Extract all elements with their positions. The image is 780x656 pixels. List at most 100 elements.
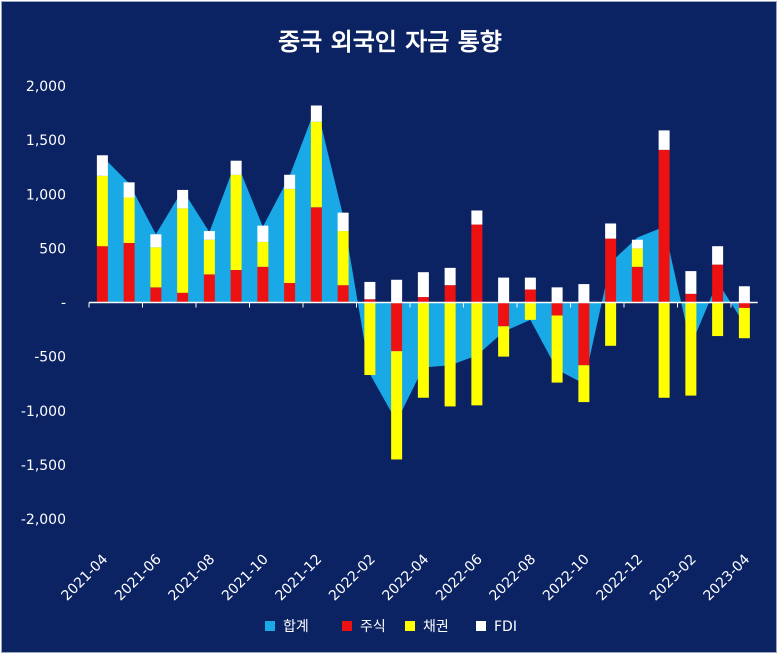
x-tick-label: 2021-12 [273, 552, 326, 605]
y-tick-label: -2,000 [21, 512, 66, 528]
bar-채권-2022-09 [551, 315, 563, 383]
bar-채권-2022-05 [444, 302, 456, 407]
x-tick-label: 2022-08 [487, 552, 540, 605]
y-tick-label: -1,000 [21, 404, 66, 420]
bar-주식-2021-08 [203, 274, 215, 303]
bar-주식-2022-08 [524, 289, 536, 303]
bar-FDI-2023-03 [712, 246, 724, 265]
bar-채권-2021-09 [230, 174, 242, 271]
y-tick-label: - [61, 296, 66, 312]
bar-주식-2021-04 [96, 246, 108, 303]
bar-채권-2022-10 [578, 365, 590, 403]
bar-주식-2022-01 [337, 285, 349, 303]
bar-FDI-2021-11 [284, 174, 296, 189]
bar-FDI-2022-10 [578, 284, 590, 303]
bar-채권-2022-01 [337, 231, 349, 286]
bar-FDI-2022-03 [391, 279, 403, 303]
bar-주식-2021-11 [284, 283, 296, 303]
bar-FDI-2022-07 [498, 277, 510, 303]
chart-title: 중국 외국인 자금 통향 [278, 28, 502, 56]
x-tick-label: 2021-06 [112, 551, 165, 604]
x-tick-label: 2022-10 [540, 552, 593, 605]
bar-주식-2021-06 [150, 287, 162, 303]
bar-채권-2022-08 [524, 302, 536, 320]
bar-주식-2022-02 [364, 299, 376, 303]
bar-주식-2023-01 [658, 149, 670, 303]
bar-채권-2022-03 [391, 351, 403, 460]
bar-FDI-2022-09 [551, 287, 563, 303]
bar-채권-2023-01 [658, 302, 670, 398]
bar-채권-2023-04 [738, 307, 750, 339]
bar-주식-2022-03 [391, 302, 403, 352]
x-tick-label: 2022-12 [594, 552, 647, 605]
bar-채권-2023-02 [685, 302, 697, 396]
bar-주식-2022-05 [444, 285, 456, 303]
bar-FDI-2022-11 [605, 223, 617, 239]
y-tick-label: -500 [34, 350, 66, 366]
x-tick-label: 2023-02 [647, 552, 700, 605]
bar-주식-2023-02 [685, 293, 697, 303]
bar-FDI-2022-04 [417, 272, 429, 298]
bar-채권-2021-11 [284, 188, 296, 284]
bar-FDI-2022-06 [471, 210, 483, 225]
x-tick-label: 2022-02 [326, 552, 379, 605]
bar-채권-2021-04 [96, 175, 108, 247]
bar-FDI-2023-04 [738, 286, 750, 303]
bar-주식-2022-12 [631, 266, 643, 303]
bar-주식-2023-04 [738, 302, 750, 308]
bar-채권-2022-04 [417, 302, 429, 398]
legend-swatch-채권 [405, 621, 415, 631]
bar-채권-2022-06 [471, 302, 483, 406]
legend: 합계 주식 채권 FDI [265, 619, 517, 635]
bar-주식-2022-04 [417, 297, 429, 303]
bar-채권-2021-08 [203, 239, 215, 275]
bar-주식-2023-03 [712, 264, 724, 303]
x-tick-label: 2021-10 [219, 552, 272, 605]
x-tick-label: 2022-04 [380, 551, 433, 604]
bar-FDI-2022-08 [524, 277, 536, 290]
x-tick-label: 2021-08 [166, 552, 219, 605]
bar-주식-2022-10 [578, 302, 590, 366]
bar-FDI-2021-07 [177, 189, 189, 209]
legend-label-합계: 합계 [283, 619, 309, 635]
bar-주식-2021-07 [177, 292, 189, 303]
y-tick-label: 1,500 [26, 133, 66, 149]
y-tick-label: 1,000 [26, 187, 66, 203]
bar-주식-2022-11 [605, 238, 617, 303]
legend-label-주식: 주식 [360, 619, 386, 635]
bar-주식-2022-09 [551, 302, 563, 316]
legend-swatch-합계 [265, 621, 275, 631]
bar-채권-2021-05 [123, 197, 135, 243]
bar-채권-2021-12 [310, 121, 322, 208]
bar-채권-2022-07 [498, 326, 510, 357]
bar-FDI-2022-02 [364, 281, 376, 300]
bar-FDI-2021-09 [230, 160, 242, 175]
bar-채권-2021-07 [177, 208, 189, 293]
bar-FDI-2021-05 [123, 182, 135, 198]
bar-채권-2022-11 [605, 302, 617, 346]
bar-채권-2021-10 [257, 241, 269, 267]
bar-FDI-2022-01 [337, 212, 349, 232]
bar-FDI-2022-12 [631, 239, 643, 249]
x-tick-label: 2022-06 [433, 551, 486, 604]
bar-채권-2022-12 [631, 248, 643, 267]
bar-주식-2021-05 [123, 242, 135, 303]
legend-label-채권: 채권 [423, 619, 449, 635]
legend-label-FDI: FDI [494, 619, 517, 635]
legend-swatch-주식 [342, 621, 352, 631]
bar-주식-2021-10 [257, 266, 269, 303]
bar-주식-2022-06 [471, 224, 483, 303]
plot-area: 2,000 1,500 1,000 500 - -500 -1,000 -1,500 -2,00… [21, 79, 758, 604]
bar-주식-2021-12 [310, 207, 322, 303]
bar-채권-2023-03 [712, 302, 724, 337]
bar-FDI-2021-12 [310, 105, 322, 122]
bar-FDI-2021-10 [257, 225, 269, 242]
legend-swatch-FDI [476, 621, 486, 631]
x-tick-label: 2021-04 [59, 551, 112, 604]
bar-FDI-2021-06 [150, 234, 162, 248]
bar-주식-2022-07 [498, 302, 510, 327]
y-tick-label: -1,500 [21, 458, 66, 474]
bar-FDI-2021-04 [96, 155, 108, 176]
y-tick-label: 2,000 [26, 79, 66, 95]
